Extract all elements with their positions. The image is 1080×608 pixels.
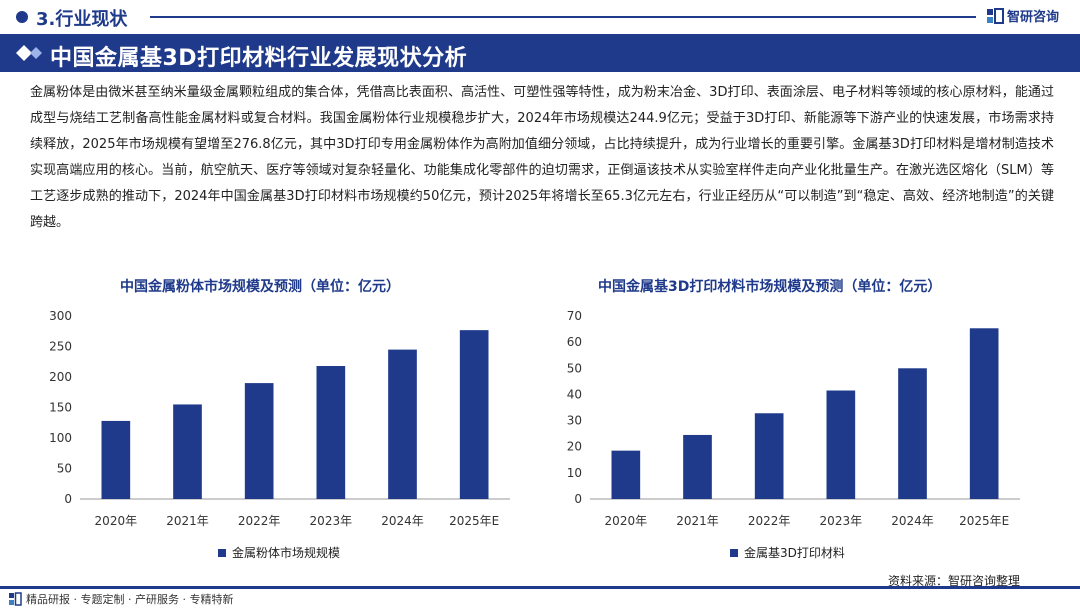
chart1-bar (388, 349, 417, 499)
chart2-bar (826, 390, 856, 499)
header-divider (150, 16, 976, 18)
chart2-ytick-label: 60 (567, 335, 582, 349)
chart2-bar (754, 413, 784, 499)
chart2-bar (898, 368, 927, 499)
chart1-bar (173, 404, 202, 499)
bullet-dot-icon (16, 11, 28, 23)
section-label: 3.行业现状 (36, 9, 128, 30)
chart2-ytick-label: 30 (567, 414, 582, 428)
chart2-ytick-label: 40 (567, 387, 582, 401)
chart2-ytick-label: 10 (567, 466, 582, 480)
footer-bar (0, 586, 1080, 589)
brand-logo-icon (987, 7, 1004, 24)
chart2-legend-label: 金属基3D打印材料 (744, 546, 845, 560)
chart2-bar (611, 450, 641, 499)
footer-slogan-wrap: 精品研报 · 专题定制 · 产研服务 · 专精特新 (8, 591, 233, 607)
chart1-bar (316, 366, 346, 499)
chart1-bar (101, 420, 131, 499)
chart2-bar (683, 434, 712, 499)
chart2-xtick-label: 2020年 (605, 514, 648, 528)
chart1-legend: 金属粉体市场规规模 (218, 544, 340, 561)
chart1-bar (459, 330, 489, 499)
footer-logo-icon (9, 592, 22, 606)
chart2-xtick-label: 2025年E (959, 514, 1009, 528)
chart1-title: 中国金属粉体市场规模及预测（单位：亿元） (120, 279, 400, 295)
chart1-ytick-label: 50 (57, 462, 72, 476)
page-title: 中国金属基3D打印材料行业发展现状分析 (50, 46, 468, 71)
chart2-legend: 金属基3D打印材料 (730, 544, 845, 561)
chart1-ytick-label: 200 (49, 370, 72, 384)
chart1-xtick-label: 2022年 (238, 514, 281, 528)
chart1-xtick-label: 2021年 (166, 514, 209, 528)
chart1-xtick-label: 2023年 (310, 514, 353, 528)
chart1-xtick-label: 2020年 (95, 514, 138, 528)
legend-swatch (218, 548, 226, 557)
chart1-legend-label: 金属粉体市场规规模 (232, 546, 341, 560)
chart1-metal-powder: 0 50 100 150 200 250 300 2020年 2021年 2022年 2023年 20… (49, 309, 510, 528)
source-note: 资料来源：智研咨询整理 (888, 574, 1021, 588)
chart2-title: 中国金属基3D打印材料市场规模及预测（单位：亿元） (598, 279, 942, 295)
chart1-xtick-label: 2025年E (449, 514, 499, 528)
chart1-ytick-label: 100 (49, 431, 72, 445)
chart1-ytick-label: 0 (64, 492, 72, 506)
chart2-metal-3d-print: 0 10 20 30 40 50 60 70 2020年 2021年 2022年 2023年 2024年… (567, 309, 1020, 528)
brand-name: 智研咨询 (1007, 10, 1060, 25)
chart2-ytick-label: 50 (567, 361, 582, 375)
chart2-bar (969, 328, 999, 499)
chart2-xtick-label: 2022年 (748, 514, 791, 528)
legend-swatch (730, 548, 738, 557)
chart1-ytick-label: 300 (49, 309, 72, 323)
chart1-bar (244, 383, 274, 499)
chart2-xtick-label: 2021年 (676, 514, 719, 528)
page-footer: 精品研报 · 专题定制 · 产研服务 · 专精特新 (0, 586, 1080, 608)
chart1-ytick-label: 150 (49, 401, 72, 415)
brand: 智研咨询 (986, 6, 1059, 25)
title-band: 中国金属基3D打印材料行业发展现状分析 (0, 34, 1080, 72)
chart2-ytick-label: 0 (574, 492, 582, 506)
chart1-ytick-label: 250 (49, 340, 72, 354)
chart2-xtick-label: 2024年 (891, 514, 934, 528)
top-header: 3.行业现状 智研咨询 (0, 0, 1080, 34)
diamond-marker-icon (16, 45, 42, 61)
footer-slogan: 精品研报 · 专题定制 · 产研服务 · 专精特新 (26, 593, 234, 606)
chart2-ytick-label: 20 (567, 440, 582, 454)
chart2-xtick-label: 2023年 (820, 514, 863, 528)
body-paragraph: 金属粉体是由微米甚至纳米量级金属颗粒组成的集合体，凭借高比表面积、高活性、可塑性… (30, 85, 1054, 230)
chart1-xtick-label: 2024年 (381, 514, 424, 528)
chart2-ytick-label: 70 (567, 309, 582, 323)
